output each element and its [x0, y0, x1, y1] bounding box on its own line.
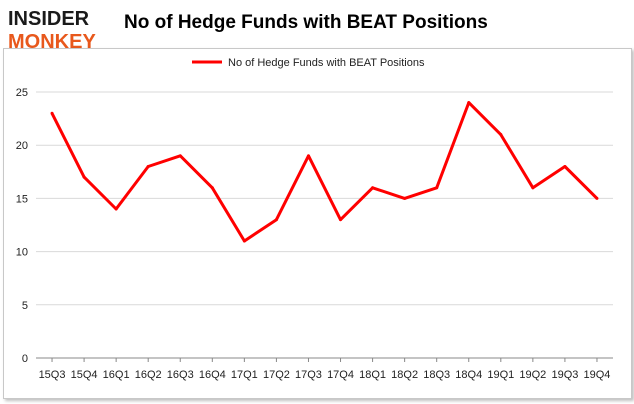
series-line: [50, 101, 599, 243]
x-tick-label: 18Q1: [359, 369, 386, 381]
y-tick-label: 15: [16, 193, 28, 205]
chart-frame: [3, 48, 632, 399]
x-tick-label: 18Q4: [455, 369, 482, 381]
x-tick-label: 16Q1: [103, 369, 130, 381]
x-tick-label: 16Q3: [167, 369, 194, 381]
data-point: [146, 164, 150, 168]
x-axis: 15Q3 15Q4 16Q1 16Q2 16Q3 16Q4 17Q1 17Q2 17Q3 17Q4…: [39, 358, 611, 381]
y-tick-label: 5: [22, 300, 28, 312]
data-point: [82, 175, 86, 179]
data-point: [242, 239, 246, 243]
x-tick-label: 19Q2: [519, 369, 546, 381]
x-tick-label: 16Q4: [199, 369, 226, 381]
y-tick-label: 25: [16, 87, 28, 99]
x-tick-label: 15Q4: [71, 369, 98, 381]
logo-line-2: MONKEY: [8, 31, 96, 52]
data-point: [499, 133, 503, 137]
series-layer: [50, 101, 599, 243]
y-tick-label: 10: [16, 247, 28, 259]
chart-title: No of Hedge Funds with BEAT Positions: [124, 12, 488, 33]
x-tick-label: 17Q1: [231, 369, 258, 381]
data-point: [403, 196, 407, 200]
data-point: [306, 154, 310, 158]
x-tick-label: 18Q3: [423, 369, 450, 381]
x-tick-label: 19Q1: [487, 369, 514, 381]
x-tick-label: 19Q4: [584, 369, 611, 381]
data-point: [467, 101, 471, 105]
y-axis: 0 5 10 15 20 25: [16, 87, 28, 365]
legend-label: No of Hedge Funds with BEAT Positions: [228, 57, 425, 69]
data-point: [371, 186, 375, 190]
x-tick-label: 16Q2: [135, 369, 162, 381]
y-tick-label: 20: [16, 140, 28, 152]
x-tick-label: 18Q2: [391, 369, 418, 381]
data-point: [114, 207, 118, 211]
x-tick-label: 19Q3: [551, 369, 578, 381]
x-tick-label: 17Q3: [295, 369, 322, 381]
grid-lines: [36, 91, 613, 359]
data-point: [339, 218, 343, 222]
x-tick-label: 17Q4: [327, 369, 354, 381]
data-point: [50, 111, 54, 115]
data-point: [435, 186, 439, 190]
data-point: [274, 218, 278, 222]
data-point: [178, 154, 182, 158]
data-point: [210, 186, 214, 190]
data-point: [595, 196, 599, 200]
data-point: [531, 186, 535, 190]
x-tick-label: 15Q3: [39, 369, 66, 381]
legend: No of Hedge Funds with BEAT Positions: [192, 57, 425, 69]
x-tick-label: 17Q2: [263, 369, 290, 381]
y-tick-label: 0: [22, 353, 28, 365]
data-point: [563, 164, 567, 168]
logo-line-1: INSIDER: [8, 8, 90, 30]
insider-monkey-logo: INSIDER MONKEY: [6, 6, 116, 53]
